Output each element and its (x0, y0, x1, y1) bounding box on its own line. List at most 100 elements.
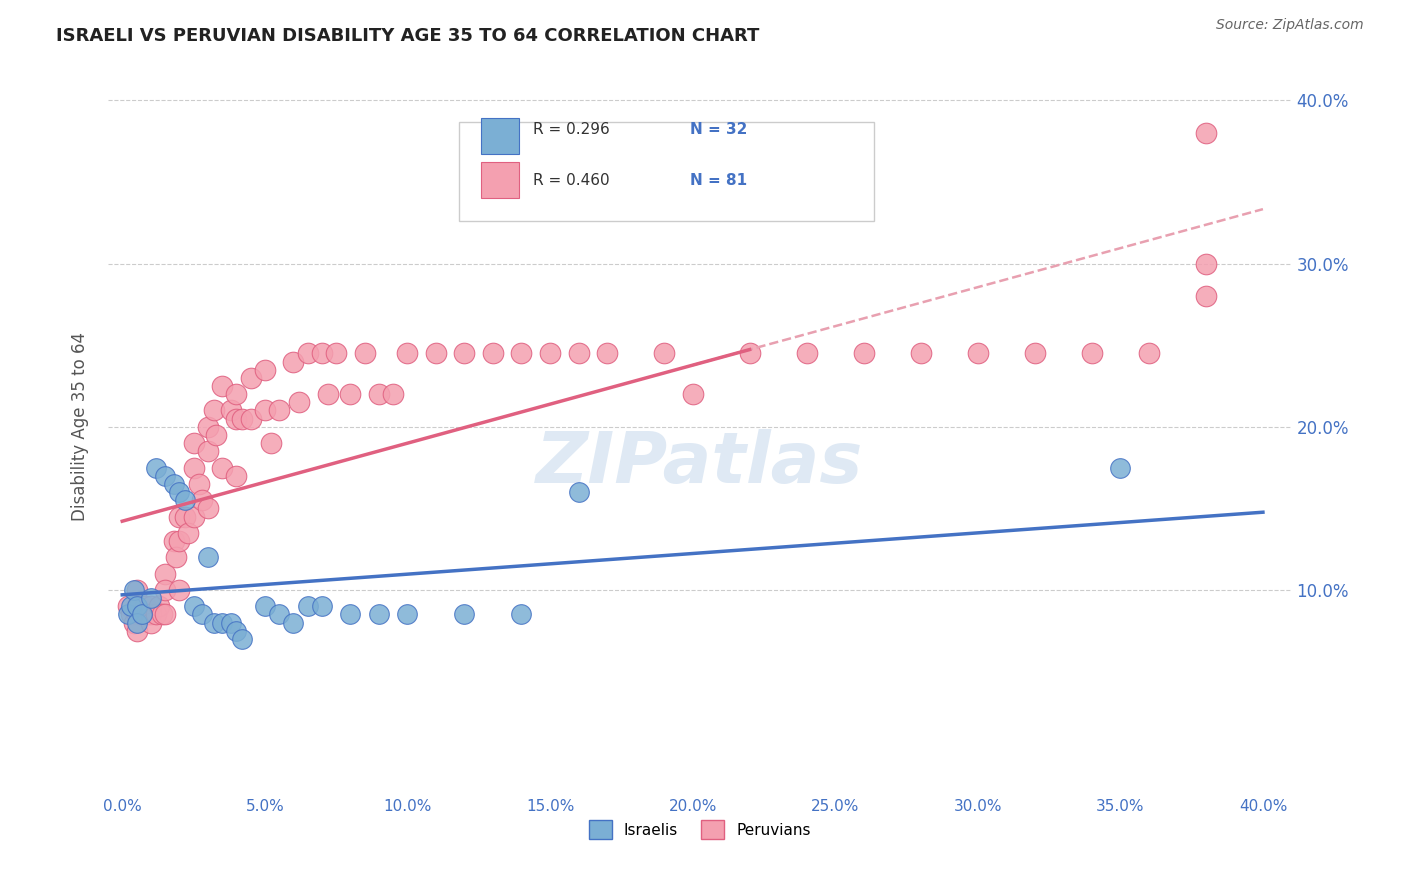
Point (139, 607, 162, 622)
Point (253, 403, 276, 417)
Point (852, 346, 875, 360)
Point (139, 615, 162, 630)
Y-axis label: Disability Age 35 to 64: Disability Age 35 to 64 (72, 333, 89, 521)
Point (596, 346, 619, 360)
Point (966, 346, 988, 360)
Point (796, 346, 818, 360)
Text: R = 0.460: R = 0.460 (533, 172, 609, 187)
Point (183, 509, 205, 524)
Point (197, 444, 219, 458)
Bar (481, 162, 519, 198)
Point (169, 509, 191, 524)
Point (269, 607, 291, 622)
Point (239, 411, 262, 425)
Point (120, 607, 142, 622)
Point (219, 403, 242, 417)
Point (353, 346, 375, 360)
Point (910, 346, 932, 360)
Point (682, 387, 704, 401)
Point (197, 419, 219, 434)
Point (225, 387, 247, 401)
FancyBboxPatch shape (460, 122, 873, 221)
Point (174, 493, 197, 508)
Point (183, 599, 205, 614)
Point (125, 624, 148, 638)
Point (367, 387, 389, 401)
Point (131, 607, 153, 622)
Point (183, 436, 205, 450)
Point (125, 607, 148, 622)
Point (122, 582, 145, 597)
Point (165, 550, 187, 565)
Point (652, 346, 675, 360)
Point (482, 346, 505, 360)
Text: N = 81: N = 81 (690, 172, 748, 187)
Point (202, 403, 225, 417)
Point (453, 607, 475, 622)
Point (177, 525, 200, 540)
Point (153, 607, 176, 622)
Point (117, 607, 139, 622)
Point (396, 346, 419, 360)
Point (283, 354, 305, 368)
Point (120, 599, 142, 614)
Point (225, 624, 247, 638)
Point (225, 411, 247, 425)
Point (510, 607, 533, 622)
Point (269, 403, 291, 417)
Point (117, 599, 139, 614)
Point (259, 436, 281, 450)
Text: ISRAELI VS PERUVIAN DISABILITY AGE 35 TO 64 CORRELATION CHART: ISRAELI VS PERUVIAN DISABILITY AGE 35 TO… (56, 27, 759, 45)
Point (1109, 460, 1132, 475)
Point (205, 428, 228, 442)
Point (253, 362, 276, 376)
Point (297, 346, 319, 360)
Point (1195, 289, 1218, 303)
Point (225, 468, 247, 483)
Point (153, 468, 176, 483)
Point (231, 632, 253, 646)
Point (188, 477, 211, 491)
Point (1195, 257, 1218, 271)
Point (253, 599, 276, 614)
Point (239, 371, 262, 385)
Point (202, 615, 225, 630)
Point (1137, 346, 1160, 360)
Bar (481, 119, 519, 153)
Point (139, 599, 162, 614)
Point (1081, 346, 1104, 360)
Point (153, 566, 176, 581)
Point (510, 346, 533, 360)
Legend: Israelis, Peruvians: Israelis, Peruvians (582, 814, 817, 845)
Point (339, 607, 361, 622)
Point (211, 460, 233, 475)
Point (162, 534, 184, 549)
Point (311, 599, 333, 614)
Point (169, 534, 191, 549)
Point (197, 550, 219, 565)
Point (316, 387, 339, 401)
Point (169, 582, 191, 597)
Point (169, 485, 191, 500)
Point (339, 387, 361, 401)
Point (1195, 126, 1218, 140)
Point (162, 477, 184, 491)
Point (174, 509, 197, 524)
Point (131, 607, 153, 622)
Point (150, 607, 173, 622)
Point (153, 582, 176, 597)
Point (211, 615, 233, 630)
Point (197, 501, 219, 516)
Point (297, 599, 319, 614)
Point (367, 607, 389, 622)
Point (453, 346, 475, 360)
Text: R = 0.296: R = 0.296 (533, 122, 610, 136)
Point (396, 607, 419, 622)
Point (191, 493, 214, 508)
Point (125, 582, 148, 597)
Point (136, 607, 159, 622)
Point (538, 346, 561, 360)
Point (134, 599, 156, 614)
Point (231, 411, 253, 425)
Point (125, 599, 148, 614)
